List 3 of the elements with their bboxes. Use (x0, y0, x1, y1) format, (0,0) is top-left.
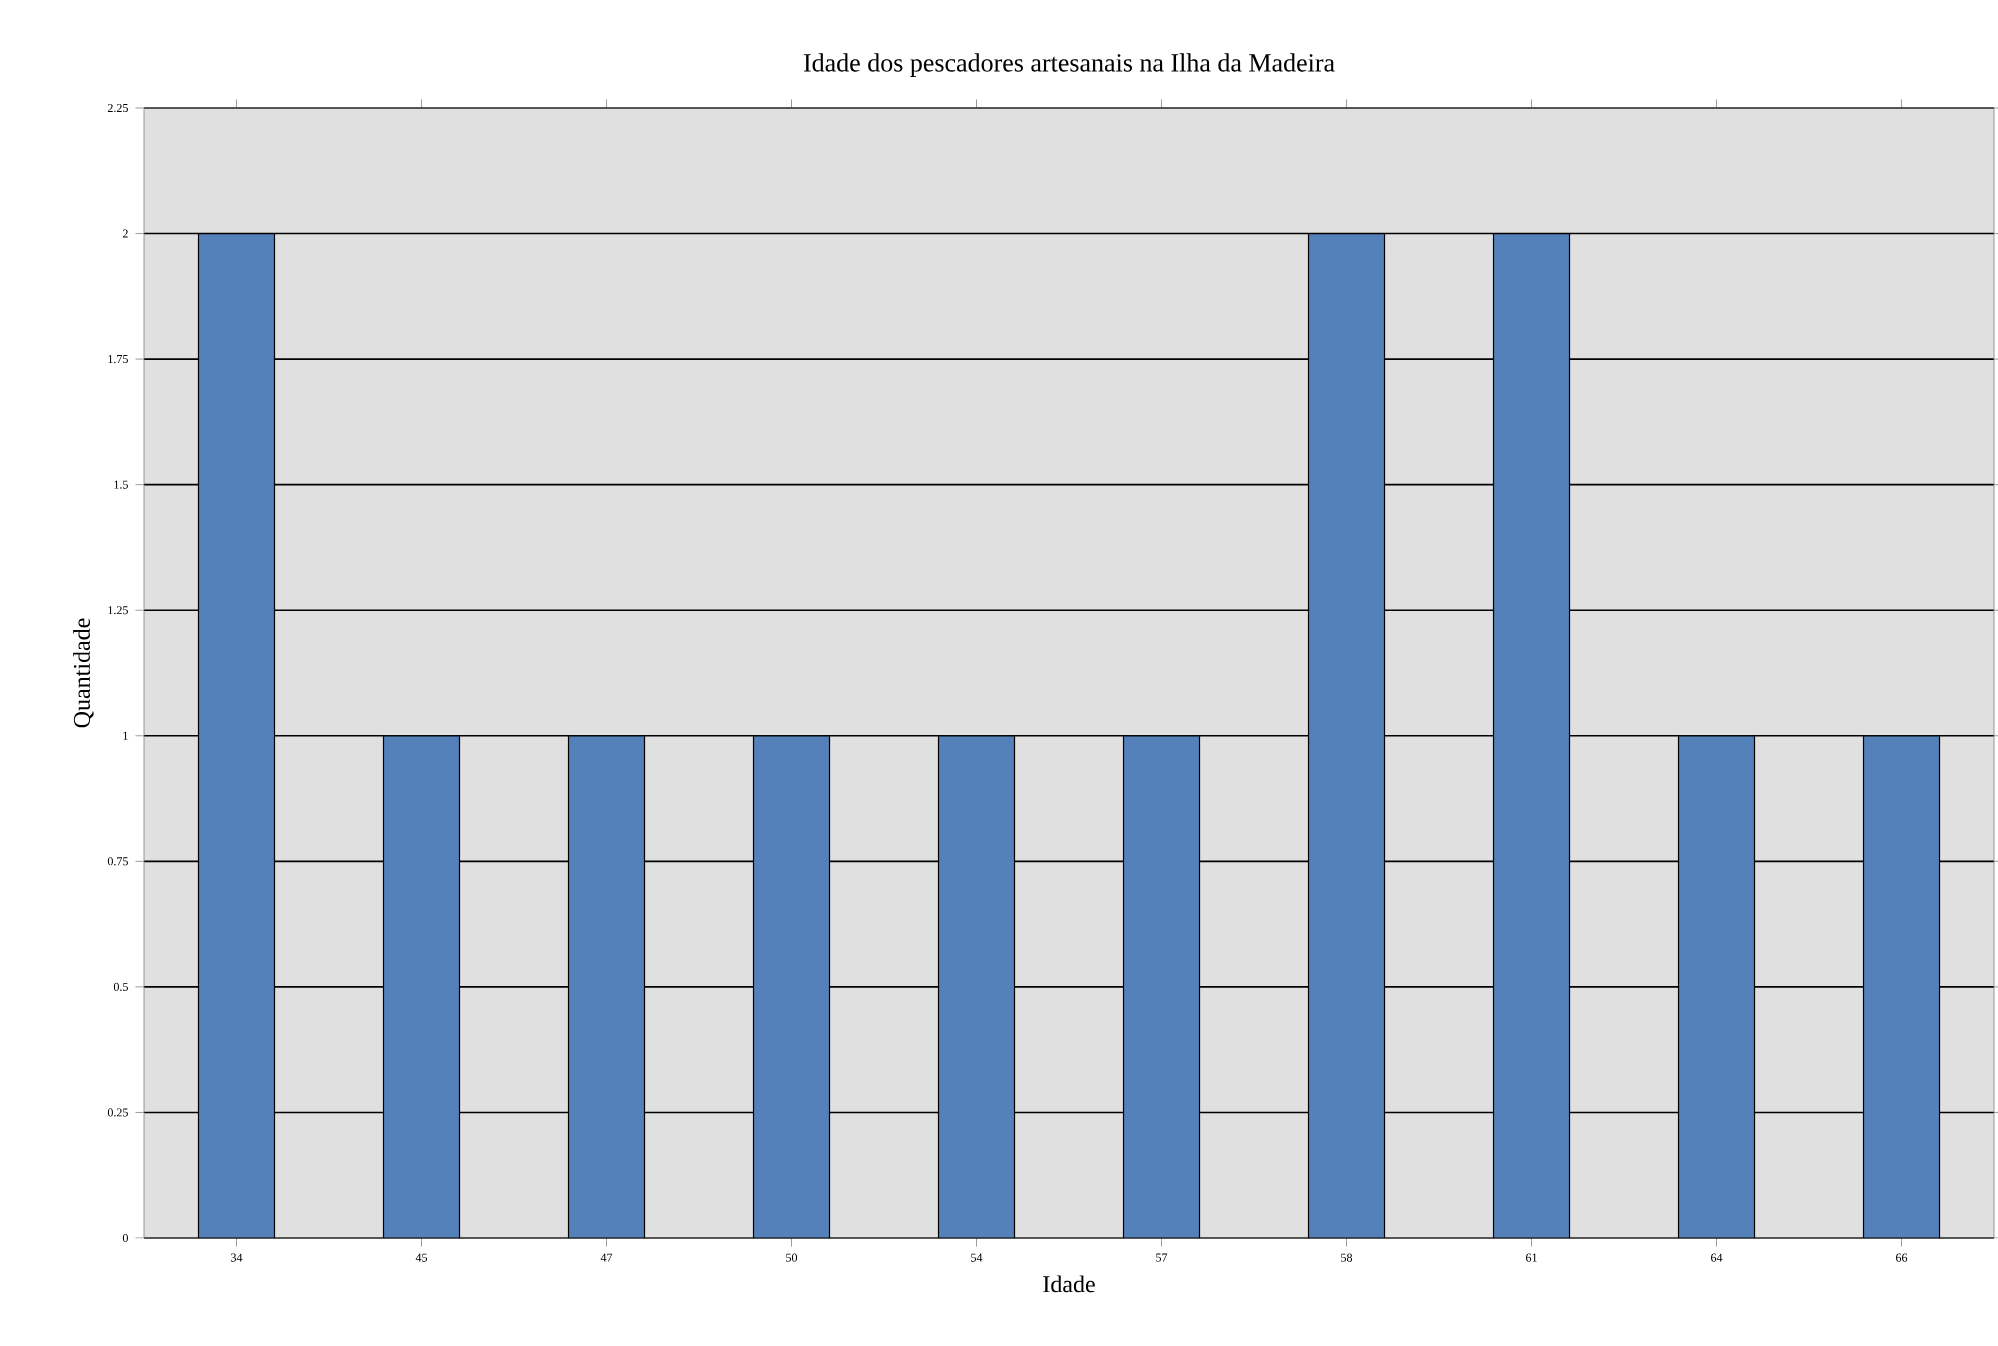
y-axis-title: Quantidade (73, 618, 94, 728)
x-axis-title: Idade (1043, 1275, 1095, 1293)
chart-title: Idade dos pescadores artesanais na Ilha da Madeira (803, 53, 1335, 77)
